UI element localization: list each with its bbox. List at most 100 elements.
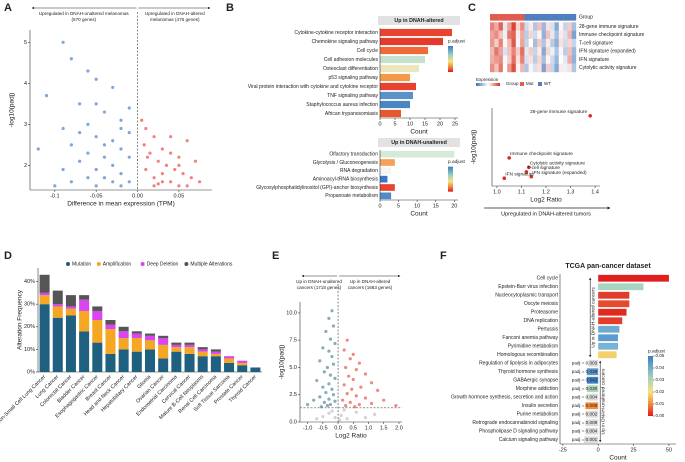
point <box>588 114 592 118</box>
heat-cell <box>494 55 499 64</box>
heat-cell <box>533 47 538 56</box>
heat-cell <box>558 22 564 31</box>
heat-cell <box>498 38 504 48</box>
bar-segment <box>79 331 90 372</box>
heat-cell <box>545 63 551 73</box>
heat-cell <box>545 47 551 56</box>
row-label: T-cell signature <box>579 40 613 46</box>
point <box>330 354 334 359</box>
header-strip <box>378 16 460 25</box>
point <box>69 180 73 184</box>
point-label: IFN signature (expanded) <box>532 170 587 176</box>
heat-cell <box>558 47 564 56</box>
bar-segment <box>197 349 208 352</box>
heat-cell <box>502 22 508 31</box>
heat-cell <box>567 63 572 73</box>
point <box>327 316 331 320</box>
bar <box>380 28 452 37</box>
point <box>164 163 169 167</box>
legend-tick-label: 0.05 <box>656 353 665 358</box>
point-label: T-cell signature <box>527 165 560 171</box>
point <box>527 165 531 170</box>
point <box>315 417 319 421</box>
point <box>321 385 325 389</box>
point <box>181 171 185 176</box>
point <box>342 348 346 352</box>
padj-label: padj = 0.009 <box>572 420 598 425</box>
point <box>328 402 333 407</box>
legend-swatch <box>520 82 524 86</box>
x-axis-label: Count <box>410 129 428 136</box>
y-tick-label: 0% <box>27 369 35 375</box>
row-label: Group <box>579 15 593 21</box>
y-tick-label: 20% <box>24 324 35 330</box>
bar-segment <box>65 308 76 316</box>
category-label: RNA degradation <box>340 168 378 174</box>
category-label: Cytokine-cytokine receptor interaction <box>294 30 378 36</box>
heat-cell <box>563 47 568 56</box>
point <box>333 416 337 420</box>
bar-segment <box>39 292 50 296</box>
heat-cell <box>571 55 577 64</box>
point <box>69 57 73 61</box>
bar-segment <box>92 320 103 343</box>
point <box>312 398 316 402</box>
bar-segment <box>79 310 90 332</box>
legend-label: WT <box>544 81 551 86</box>
point <box>169 151 173 155</box>
padj-label: padj = 0.001 <box>572 437 598 442</box>
bar <box>598 317 623 325</box>
point <box>169 135 173 139</box>
side-label: Up in DNAH-unaltered cancers <box>600 368 606 434</box>
bar <box>588 359 599 367</box>
bar <box>380 109 401 118</box>
bar <box>598 300 630 308</box>
point <box>328 337 333 341</box>
category-label: Glycosylphosphatidylinositol (GPI)-ancho… <box>256 185 378 191</box>
x-tick-label: 15 <box>433 203 439 209</box>
heat-cell <box>554 22 559 31</box>
point <box>328 373 333 377</box>
bar-segment <box>105 329 116 354</box>
heat-cell <box>507 30 512 40</box>
bar-segment <box>131 338 142 352</box>
point <box>61 167 65 172</box>
point <box>140 118 144 122</box>
point-label: Cytolytic activity signature <box>530 161 586 167</box>
side-label: Up in DNAH-altered cancers <box>590 287 596 348</box>
point <box>119 147 123 151</box>
heat-cell <box>567 55 572 64</box>
point <box>330 387 334 391</box>
annotation: Up in DNAH-unaltered <box>296 279 342 284</box>
heat-cell <box>537 63 542 73</box>
point <box>144 167 148 172</box>
category-label: TNF signaling pathway <box>327 93 378 99</box>
bar-segment <box>144 349 156 372</box>
legend-title: Expression <box>476 77 499 82</box>
category-label: Epstein-Barr virus infection <box>498 284 558 290</box>
bar-segment <box>210 351 221 354</box>
bar <box>598 274 669 282</box>
x-tick-label: 1.0 <box>365 425 373 431</box>
bar <box>380 46 428 55</box>
point <box>354 368 358 372</box>
bar-segment <box>237 362 248 366</box>
point <box>127 180 131 184</box>
category-label: African trypanosomiasis <box>325 111 379 117</box>
point <box>78 102 82 106</box>
bar-segment <box>224 358 235 363</box>
point <box>127 155 131 159</box>
heat-cell <box>520 22 525 31</box>
color-bar <box>648 356 653 416</box>
point <box>306 402 310 407</box>
bar <box>585 419 599 427</box>
padj-label: padj = 0.008 <box>572 403 598 408</box>
category-label: Aminoacyl-tRNA biosynthesis <box>313 176 379 182</box>
bar <box>380 159 395 166</box>
x-tick-label: 2.0 <box>395 425 403 431</box>
point <box>345 417 349 421</box>
padj-label: padj = 0.004 <box>572 428 598 433</box>
bar <box>586 393 599 401</box>
bar-segment <box>237 360 248 363</box>
category-label: Chemokine signaling pathway <box>312 39 379 45</box>
